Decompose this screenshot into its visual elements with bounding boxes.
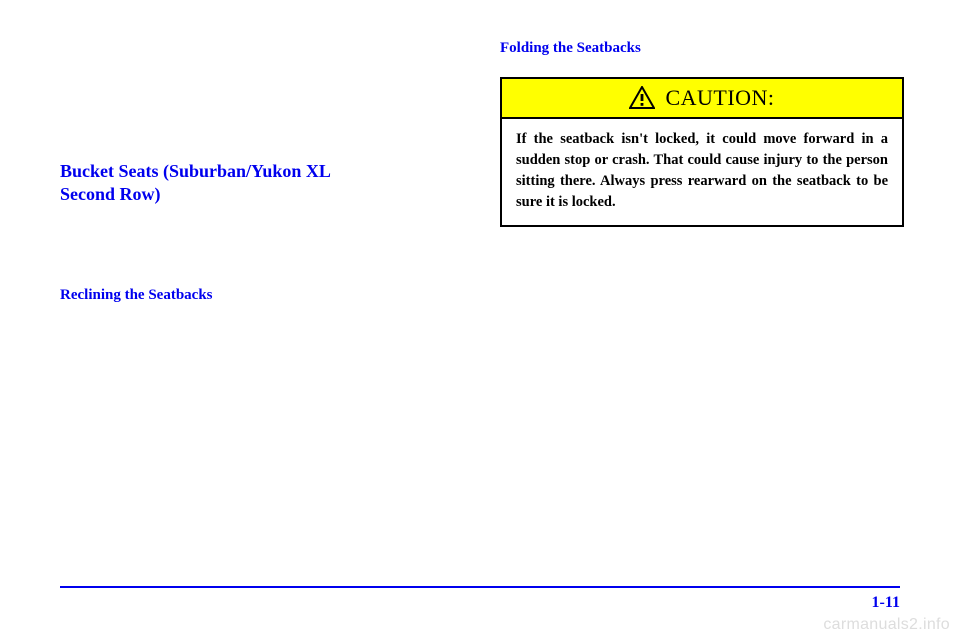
left-subsection-title: Reclining the Seatbacks (60, 287, 460, 304)
page-content: Bucket Seats (Suburban/Yukon XL Second R… (0, 0, 960, 600)
caution-box: CAUTION: If the seatback isn't locked, i… (500, 77, 904, 227)
watermark: carmanuals2.info (823, 616, 950, 634)
caution-header: CAUTION: (502, 79, 902, 119)
right-subsection-title: Folding the Seatbacks (500, 40, 900, 57)
section-title: Bucket Seats (Suburban/Yukon XL Second R… (60, 160, 460, 207)
warning-triangle-icon (629, 86, 655, 110)
section-title-line2: Second Row) (60, 184, 161, 204)
section-title-line1: Bucket Seats (Suburban/Yukon XL (60, 161, 331, 181)
page-footer: 1-11 (60, 586, 900, 612)
caution-body-text: If the seatback isn't locked, it could m… (502, 119, 902, 225)
left-column: Bucket Seats (Suburban/Yukon XL Second R… (60, 40, 460, 580)
caution-label: CAUTION: (665, 85, 774, 111)
right-column: Folding the Seatbacks CAUTION: If the se… (500, 40, 900, 580)
page-number: 1-11 (872, 594, 900, 611)
